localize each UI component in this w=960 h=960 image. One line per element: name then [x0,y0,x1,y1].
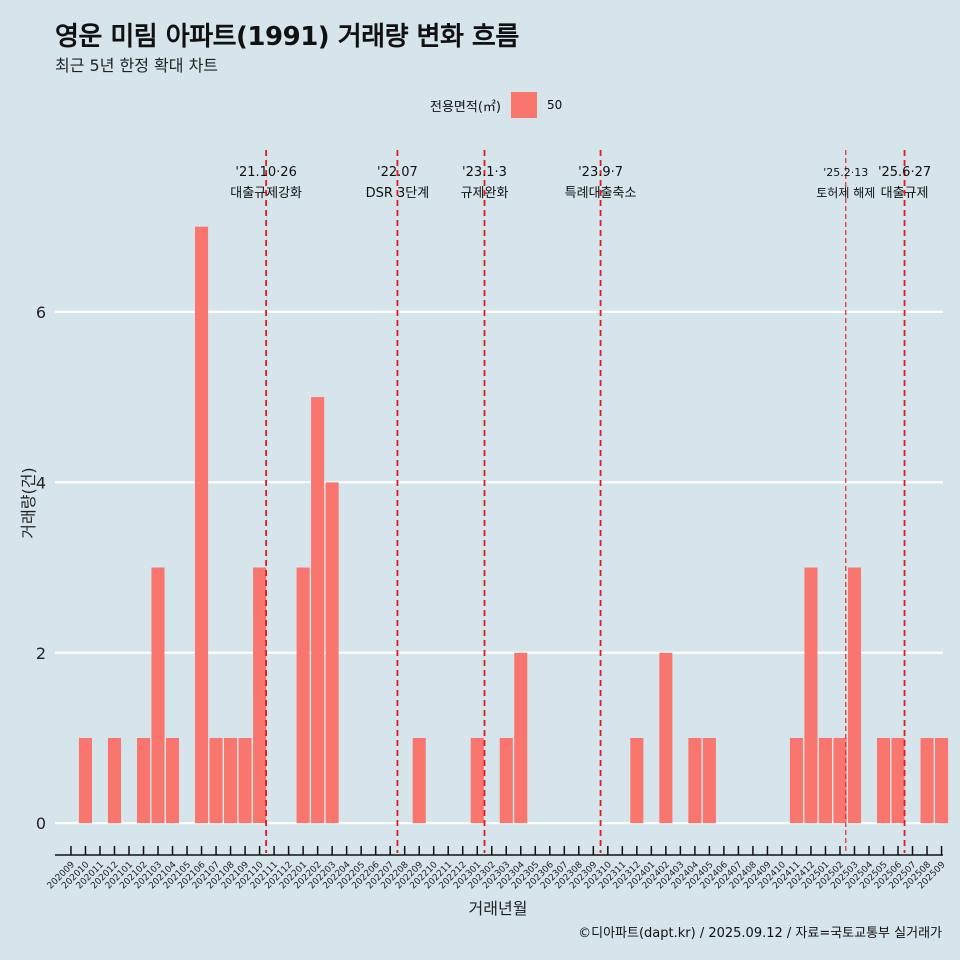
y-tick-label: 4 [36,473,46,492]
event-date: '22.07 [377,165,418,180]
event-label: DSR 3단계 [366,186,430,201]
bar-202404 [688,737,702,824]
event-lines: '21.10·26 대출규제강화 '22.07 DSR 3단계 '23.1·3 규제완화 '… [230,150,931,853]
bars [78,226,949,824]
event-date: '25.2·13 [823,166,868,179]
bar-202109 [238,737,252,824]
event-label: 토허제 해제 [816,186,875,200]
bar-202203 [325,482,339,824]
legend: 전용면적(㎡) 50 [430,92,562,118]
legend-swatch [510,92,537,118]
bar-202312 [630,737,644,824]
bar-202107 [209,737,223,824]
chart-subtitle: 최근 5년 한정 확대 차트 [55,56,219,75]
event-label: 특례대출축소 [565,186,637,201]
event-label: 대출규제강화 [230,186,302,201]
event-date: '25.6·27 [878,165,931,180]
bar-202202 [311,397,325,824]
bar-202103 [151,567,165,824]
bar-202503 [847,567,862,824]
bar-202110 [253,567,267,824]
legend-entry: 50 [546,98,563,112]
bar-202505 [876,737,891,824]
bar-202106 [195,226,209,824]
x-axis-label: 거래년월 [469,899,528,918]
x-axis: 2020092020102020112020122021012021022021… [46,846,948,891]
bar-202506 [891,737,905,824]
y-axis-label: 거래량(건) [19,467,38,538]
bar-202012 [107,737,122,824]
bar-202502 [833,737,847,824]
bar-202209 [412,737,426,824]
y-tick-label: 6 [36,303,46,322]
bar-202304 [514,652,528,824]
event-label: 규제완화 [461,186,509,201]
bar-202402 [659,652,673,824]
y-tick-label: 0 [36,814,46,833]
bar-202108 [224,737,238,824]
event-date: '21.10·26 [235,165,296,180]
bar-202405 [702,737,716,824]
bar-202303 [499,737,513,824]
legend-title: 전용면적(㎡) [430,99,501,115]
bar-202508 [920,737,934,824]
bar-202301 [470,737,484,824]
bar-202104 [166,737,180,824]
bar-202509 [935,737,949,824]
bar-202412 [804,567,818,824]
event-label: 대출규제 [881,186,929,201]
bar-202201 [296,567,310,824]
bar-202501 [818,737,832,824]
y-tick-label: 2 [36,644,46,663]
event-date: '23.9·7 [578,165,623,180]
bar-202102 [136,737,151,824]
source-caption: ©디아파트(dapt.kr) / 2025.09.12 / 자료=국토교통부 실… [578,926,942,941]
chart-title: 영운 미림 아파트(1991) 거래량 변화 흐름 [55,22,519,52]
bar-202010 [78,737,92,824]
event-date: '23.1·3 [462,165,507,180]
y-axis: 0 2 4 6 [36,303,46,833]
bar-202411 [789,737,803,824]
